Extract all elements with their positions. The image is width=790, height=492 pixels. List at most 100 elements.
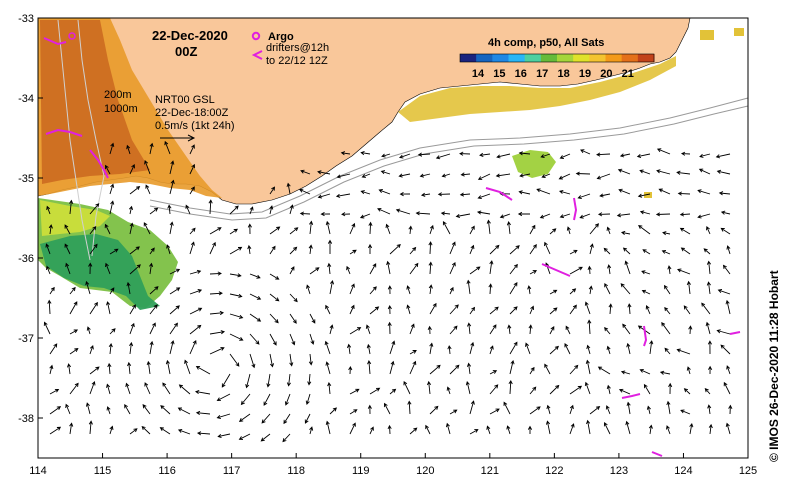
velocity-arrow [320,212,331,217]
velocity-arrow [620,283,631,295]
velocity-arrow [427,325,432,335]
velocity-arrow [69,199,74,215]
velocity-arrow [649,340,654,355]
drifter-track [643,325,648,347]
velocity-arrow [308,244,313,255]
velocity-arrow [460,172,471,177]
velocity-arrow [229,293,243,298]
velocity-arrow [426,380,432,395]
y-tick-label: -33 [18,13,34,25]
velocity-arrow [129,222,134,235]
velocity-arrow [126,281,131,295]
velocity-arrow [309,426,314,435]
velocity-arrow [488,283,493,295]
velocity-arrow [409,262,419,275]
velocity-arrow [399,192,411,197]
velocity-arrow [549,307,558,315]
velocity-arrow [269,205,274,215]
colorbar-ticks: 14 15 16 17 18 19 20 21 [472,68,634,80]
colorbar [459,53,655,63]
velocity-arrow [597,366,611,375]
velocity-arrow [169,305,180,315]
x-tick-label: 118 [287,465,305,477]
credit-text: © IMOS 26-Dec-2020 11:28 Hobart [767,270,781,462]
velocity-arrow [420,192,431,197]
velocity-arrow [449,286,454,295]
scale-label: 0.5m/s (1kt 24h) [155,120,234,132]
velocity-arrow [269,333,277,346]
velocity-arrow [209,330,226,335]
velocity-arrow [369,263,377,275]
velocity-arrow [617,168,631,175]
y-tick-label: -37 [18,333,34,345]
sst-patch-ne-1 [700,30,714,40]
velocity-arrow [466,279,471,295]
velocity-arrow [124,403,131,415]
velocity-arrow [216,393,231,402]
velocity-arrow [707,404,712,415]
velocity-arrow [289,204,294,215]
y-tick-label: -34 [18,93,34,105]
velocity-arrow [46,205,51,215]
velocity-arrow [707,340,712,355]
velocity-arrow [409,360,417,375]
velocity-arrow [622,323,631,335]
velocity-arrow [209,291,223,296]
velocity-arrow [309,333,315,345]
velocity-arrow [509,281,518,295]
velocity-arrow [715,153,731,159]
velocity-arrow [668,382,673,395]
velocity-arrow [359,213,371,219]
map-time: 00Z [175,44,197,59]
velocity-arrow [369,286,377,295]
velocity-arrow [415,211,431,216]
velocity-arrow [489,384,499,395]
velocity-arrow [689,422,694,435]
velocity-arrow [680,151,691,156]
velocity-arrow [489,345,494,355]
velocity-arrow [66,363,72,375]
velocity-arrow [529,366,535,375]
velocity-arrow [656,148,671,155]
velocity-arrow [676,170,691,175]
velocity-arrow [125,382,131,395]
velocity-arrow [166,244,171,255]
velocity-arrow [489,370,498,375]
velocity-arrow [708,423,713,435]
x-tick-label: 114 [29,465,47,477]
velocity-arrow [86,326,91,335]
velocity-arrow [48,224,53,235]
velocity-arrow [509,341,518,355]
isobath-west-2 [77,19,105,257]
colorbar-swatch [524,54,542,62]
x-tick-label: 115 [94,465,112,477]
velocity-arrow [325,420,331,435]
drifter-track [89,149,109,179]
velocity-arrow [529,270,538,275]
velocity-arrow [603,247,611,255]
velocity-arrow [580,149,591,155]
velocity-arrow [149,322,156,335]
velocity-arrow [486,219,491,235]
colorbar-swatch [621,54,639,62]
velocity-arrow [149,262,154,275]
velocity-arrow [679,212,691,217]
colorbar-title: 4h comp, p50, All Sats [488,37,604,49]
x-tick-label: 122 [545,465,563,477]
velocity-arrow [699,153,711,158]
velocity-arrow [327,381,332,395]
velocity-arrow [419,173,431,178]
velocity-arrow [109,200,115,215]
velocity-arrow [317,170,331,175]
velocity-arrow [349,327,362,335]
x-axis: 114 115 116 117 118 119 120 121 122 123 124 125 [29,453,757,477]
velocity-arrow [196,431,211,436]
velocity-arrow [579,213,591,219]
velocity-arrow [369,306,380,315]
velocity-arrow [269,226,281,235]
velocity-arrow [569,304,577,315]
velocity-arrow [289,313,297,324]
y-axis: -33 -34 -35 -36 -37 -38 [18,13,43,425]
velocity-arrow [626,342,631,355]
velocity-arrow [658,188,671,195]
